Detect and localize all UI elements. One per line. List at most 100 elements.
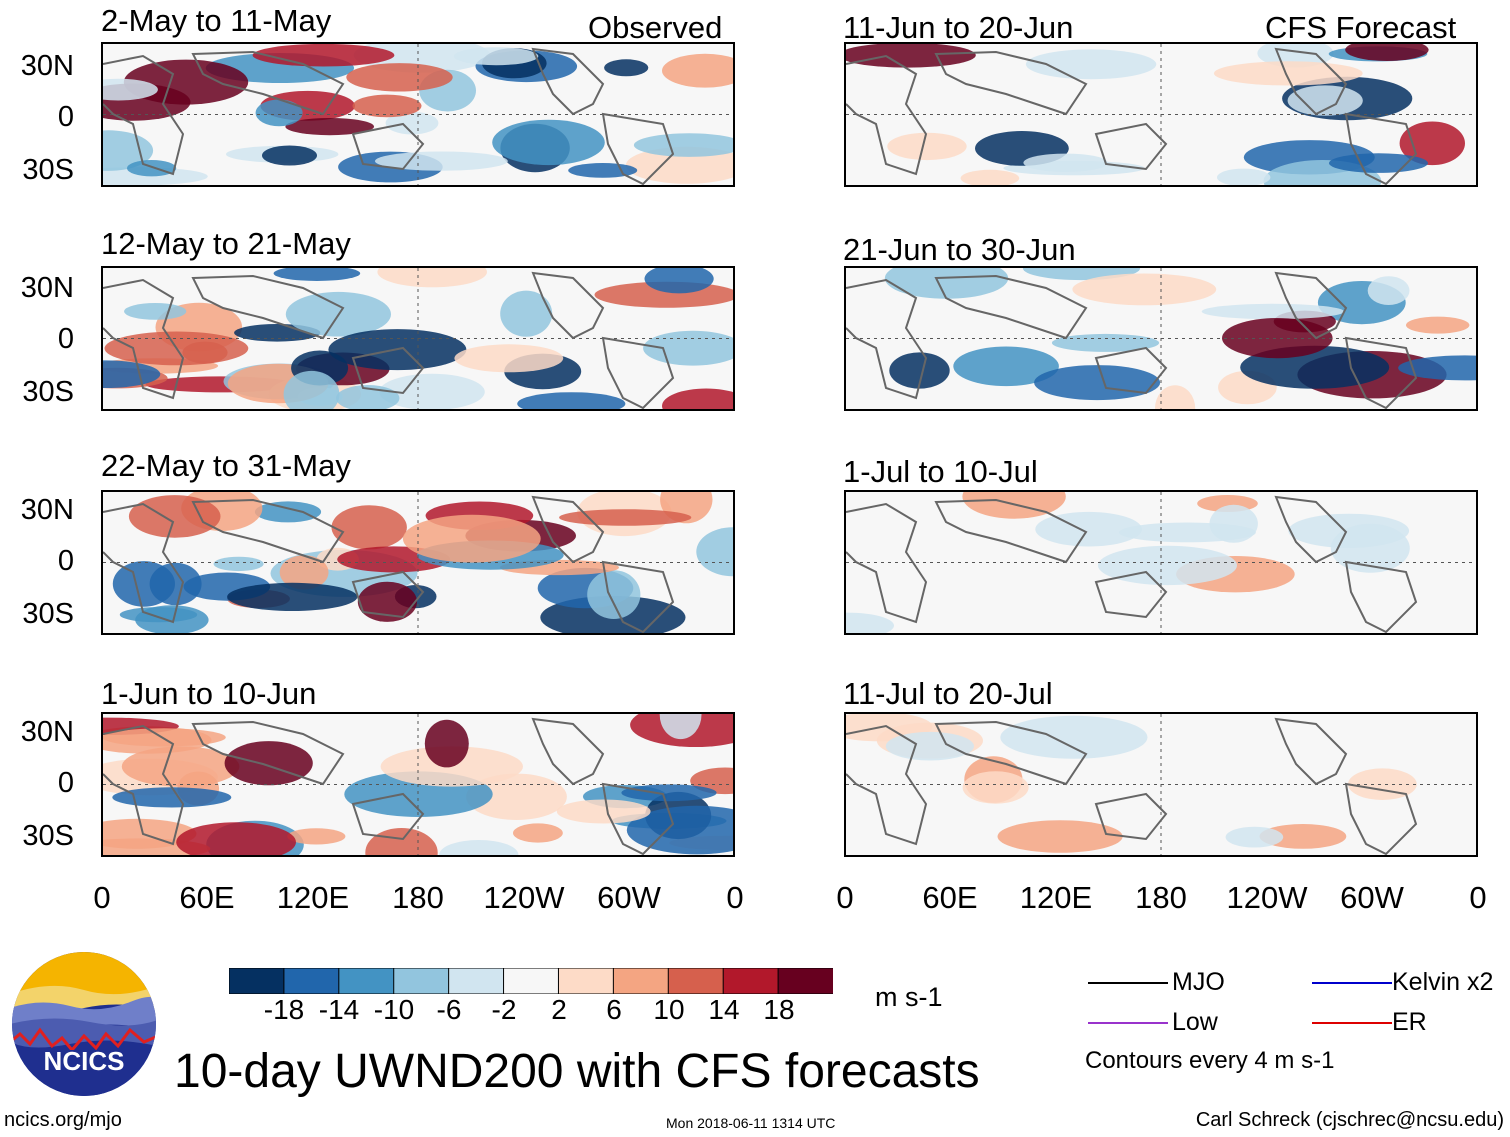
coastline [846, 54, 928, 176]
wind-anomaly-region [644, 268, 714, 294]
panel-title-fcst-2: 21-Jun to 30-Jun [843, 232, 1076, 267]
wind-anomaly-region [112, 561, 175, 607]
chart-title: 10-day UWND200 with CFS forecasts [174, 1045, 980, 1098]
map-panel-fcst-4 [844, 712, 1478, 857]
coastline [1274, 271, 1348, 340]
wind-anomaly-region [696, 527, 733, 577]
lon-tick-fcst-60e: 60E [922, 880, 978, 915]
wind-anomaly-region [1398, 355, 1476, 381]
lon-tick-fcst-180: 180 [1135, 880, 1187, 915]
wind-anomaly-region [379, 373, 485, 409]
wind-anomaly-region [1000, 715, 1148, 759]
footer-timestamp: Mon 2018-06-11 1314 UTC [666, 1115, 836, 1131]
lon-tick-obs-60e: 60E [179, 880, 235, 915]
wind-anomaly-region [124, 303, 187, 320]
coastline [531, 47, 605, 116]
wind-anomaly-region [227, 582, 358, 611]
lat-tick-0-row2: 0 [57, 323, 74, 355]
legend-label-low: Low [1172, 1008, 1218, 1036]
wind-anomaly-region [1259, 824, 1347, 849]
lon-tick-fcst-60w: 60W [1340, 880, 1404, 915]
coastline [846, 502, 928, 624]
wind-anomaly-region [1367, 276, 1410, 305]
coastline [601, 560, 675, 633]
coastline [351, 792, 425, 841]
wind-anomaly-region [1287, 85, 1363, 116]
wind-anomaly-region [500, 290, 553, 337]
map-panel-fcst-3 [844, 490, 1478, 635]
legend-label-kelvin: Kelvin x2 [1392, 968, 1494, 996]
colorbar-box [338, 967, 395, 995]
lon-tick-obs-360: 0 [726, 880, 744, 915]
map-panel-obs-3 [101, 490, 735, 635]
coastline [351, 122, 425, 171]
wind-anomaly-region [103, 728, 226, 747]
coastline [601, 782, 675, 855]
wind-anomaly-region [135, 605, 209, 633]
wind-anomaly-region [439, 840, 519, 855]
panel-title-obs-1: 2-May to 11-May [101, 3, 332, 38]
lon-tick-obs-180: 180 [392, 880, 444, 915]
wind-anomaly-region [513, 823, 563, 843]
lon-tick-fcst-120w: 120W [1226, 880, 1308, 915]
wind-anomaly-region [953, 346, 1059, 387]
wind-anomaly-region [103, 360, 161, 388]
legend-line-er [1312, 1022, 1392, 1024]
wind-anomaly-region [385, 111, 439, 135]
wind-anomaly-region [1035, 511, 1142, 547]
colorbar-box [228, 967, 285, 995]
wind-anomaly-region [262, 145, 317, 166]
wind-anomaly-region [453, 47, 539, 66]
wind-anomaly-region [255, 99, 303, 127]
coastline [934, 50, 1088, 116]
colorbar-label-m14: -14 [318, 994, 360, 1025]
wind-anomaly-region [556, 799, 651, 824]
wind-anomaly-region [662, 388, 733, 409]
footer-author: Carl Schreck (cjschrec@ncsu.edu) [1195, 1109, 1504, 1131]
colorbar-label-2: 2 [551, 994, 567, 1025]
wind-anomaly-region [1118, 522, 1256, 543]
wind-anomaly-region [492, 119, 605, 166]
coastline [1274, 47, 1348, 116]
wind-anomaly-region [1025, 49, 1157, 80]
wind-anomaly-region [377, 268, 487, 288]
coastline [351, 346, 425, 395]
coastline [601, 112, 675, 185]
wind-anomaly-region [1023, 153, 1108, 172]
wind-anomaly-region [103, 78, 158, 101]
panel-title-fcst-3: 1-Jul to 10-Jul [843, 454, 1038, 489]
coastline [1094, 570, 1168, 619]
wind-anomaly-region [375, 151, 508, 171]
wind-anomaly-region [331, 505, 407, 550]
footer-url[interactable]: ncics.org/mjo [4, 1109, 122, 1131]
wind-anomaly-region [1098, 545, 1237, 586]
wind-anomaly-region [128, 495, 221, 538]
wind-anomaly-region [1225, 826, 1284, 848]
wind-anomaly-region [559, 509, 692, 526]
lat-tick-0-row4: 0 [57, 767, 74, 799]
wind-anomaly-region [424, 719, 469, 768]
coastline [1094, 792, 1168, 841]
legend-label-er: ER [1392, 1008, 1427, 1036]
wind-anomaly-region [1345, 44, 1429, 61]
coastline [1274, 717, 1348, 786]
coastline [191, 498, 345, 564]
wind-anomaly-region [962, 771, 1029, 804]
wind-anomaly-region [224, 741, 313, 786]
wind-anomaly-region [587, 570, 641, 619]
coastline [1344, 560, 1418, 633]
coastline [846, 724, 928, 846]
legend-label-mjo: MJO [1172, 968, 1225, 996]
wind-anomaly-region [466, 773, 567, 820]
wind-anomaly-region [346, 63, 453, 92]
legend-line-mjo [1088, 982, 1168, 984]
wind-anomaly-region [1406, 316, 1470, 334]
lat-tick-0-row3: 0 [57, 545, 74, 577]
colorbar-label-18: 18 [763, 994, 795, 1025]
coastline [531, 717, 605, 786]
coastline [1344, 336, 1418, 409]
coastline [103, 54, 185, 176]
colorbar-box [448, 967, 505, 995]
wind-anomaly-region [112, 787, 232, 808]
map-panel-obs-1 [101, 42, 735, 187]
